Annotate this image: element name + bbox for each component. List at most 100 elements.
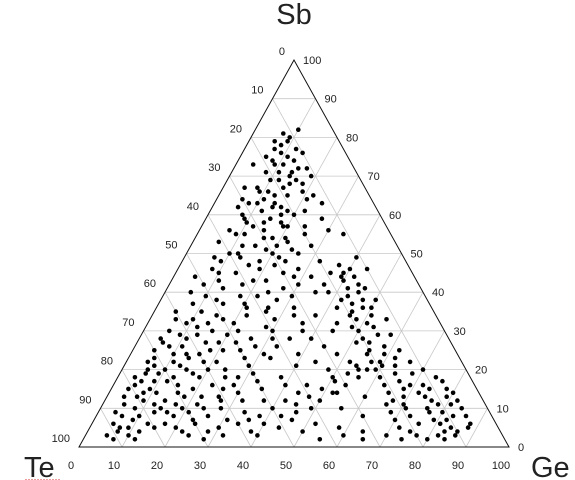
data-point bbox=[289, 169, 295, 175]
data-point bbox=[272, 200, 278, 206]
data-point bbox=[289, 293, 295, 299]
data-point bbox=[201, 282, 206, 287]
data-point bbox=[345, 286, 351, 291]
data-point bbox=[111, 421, 116, 427]
data-point bbox=[397, 425, 402, 430]
data-point bbox=[186, 433, 191, 438]
data-point bbox=[347, 359, 353, 365]
grid-line-te bbox=[272, 98, 467, 448]
data-point bbox=[278, 413, 284, 419]
data-point bbox=[222, 375, 228, 380]
data-point bbox=[242, 355, 247, 361]
data-point bbox=[291, 274, 297, 280]
data-point bbox=[296, 351, 301, 357]
data-point bbox=[227, 251, 232, 256]
data-point bbox=[311, 193, 316, 198]
data-point bbox=[287, 173, 293, 179]
data-point bbox=[214, 313, 219, 318]
data-point bbox=[104, 433, 110, 438]
data-point bbox=[272, 139, 278, 144]
data-point bbox=[272, 162, 278, 167]
data-point bbox=[455, 398, 460, 403]
data-point bbox=[407, 413, 413, 419]
data-point bbox=[190, 317, 196, 322]
data-point bbox=[274, 297, 280, 303]
data-point bbox=[341, 231, 346, 237]
data-point bbox=[300, 150, 305, 156]
data-point bbox=[293, 363, 299, 369]
data-point bbox=[300, 189, 305, 194]
data-point bbox=[205, 367, 211, 372]
data-point bbox=[463, 413, 469, 419]
data-point bbox=[317, 258, 323, 264]
data-point bbox=[270, 158, 275, 163]
data-point bbox=[261, 220, 267, 225]
data-point bbox=[268, 355, 273, 361]
data-point bbox=[270, 328, 275, 334]
data-point bbox=[257, 189, 262, 194]
data-point bbox=[420, 367, 426, 372]
data-point bbox=[261, 228, 267, 233]
tick-label-sb: 70 bbox=[368, 171, 380, 183]
data-point bbox=[444, 394, 450, 400]
data-point bbox=[403, 406, 409, 411]
data-point bbox=[289, 247, 295, 252]
data-point bbox=[201, 359, 206, 365]
data-point bbox=[212, 255, 217, 260]
data-point bbox=[152, 355, 157, 361]
data-point bbox=[319, 200, 325, 206]
data-point bbox=[278, 375, 284, 380]
data-point bbox=[367, 348, 372, 353]
data-point bbox=[259, 386, 265, 392]
data-point bbox=[285, 239, 290, 245]
data-point bbox=[113, 409, 118, 415]
data-point bbox=[231, 382, 237, 388]
tick-label-sb: 30 bbox=[454, 326, 466, 338]
data-point bbox=[334, 305, 340, 311]
data-point bbox=[220, 433, 226, 438]
vertex-label-ge: Ge bbox=[531, 452, 570, 480]
grid-line-ge bbox=[379, 330, 445, 448]
data-point bbox=[203, 340, 209, 345]
data-point bbox=[195, 402, 200, 407]
data-point bbox=[339, 274, 344, 280]
tick-label-ge: 80 bbox=[409, 460, 421, 472]
data-point bbox=[296, 266, 301, 272]
data-point bbox=[345, 371, 351, 376]
ge-axis-ticks: 0 10 20 30 40 50 60 70 80 90 100 bbox=[68, 460, 510, 472]
data-point bbox=[375, 332, 381, 338]
data-point bbox=[240, 282, 245, 287]
data-point bbox=[218, 406, 224, 411]
data-point bbox=[158, 406, 163, 411]
data-point bbox=[283, 398, 288, 403]
data-point bbox=[242, 301, 247, 307]
triangle-outline bbox=[78, 58, 510, 448]
data-point bbox=[407, 429, 413, 434]
data-point bbox=[225, 332, 230, 338]
data-point bbox=[373, 367, 379, 372]
data-point bbox=[268, 177, 273, 183]
data-point bbox=[231, 320, 237, 326]
data-point bbox=[444, 417, 449, 423]
data-point bbox=[308, 274, 314, 280]
data-point bbox=[216, 270, 222, 276]
data-point bbox=[401, 386, 407, 392]
data-point bbox=[300, 181, 305, 187]
data-point bbox=[263, 154, 269, 160]
data-point bbox=[195, 324, 200, 330]
data-point bbox=[145, 359, 151, 365]
data-point bbox=[304, 382, 310, 388]
data-point bbox=[186, 355, 191, 361]
data-point bbox=[162, 398, 168, 403]
data-point bbox=[306, 394, 312, 400]
tick-label-sb: 60 bbox=[389, 210, 401, 222]
data-point bbox=[416, 390, 422, 396]
data-point bbox=[145, 367, 151, 372]
data-point bbox=[450, 413, 456, 419]
data-point bbox=[205, 320, 211, 326]
data-point bbox=[285, 224, 290, 229]
data-point bbox=[222, 367, 228, 372]
tick-label-ge: 90 bbox=[452, 460, 464, 472]
data-point bbox=[392, 417, 398, 423]
data-point bbox=[152, 348, 157, 353]
